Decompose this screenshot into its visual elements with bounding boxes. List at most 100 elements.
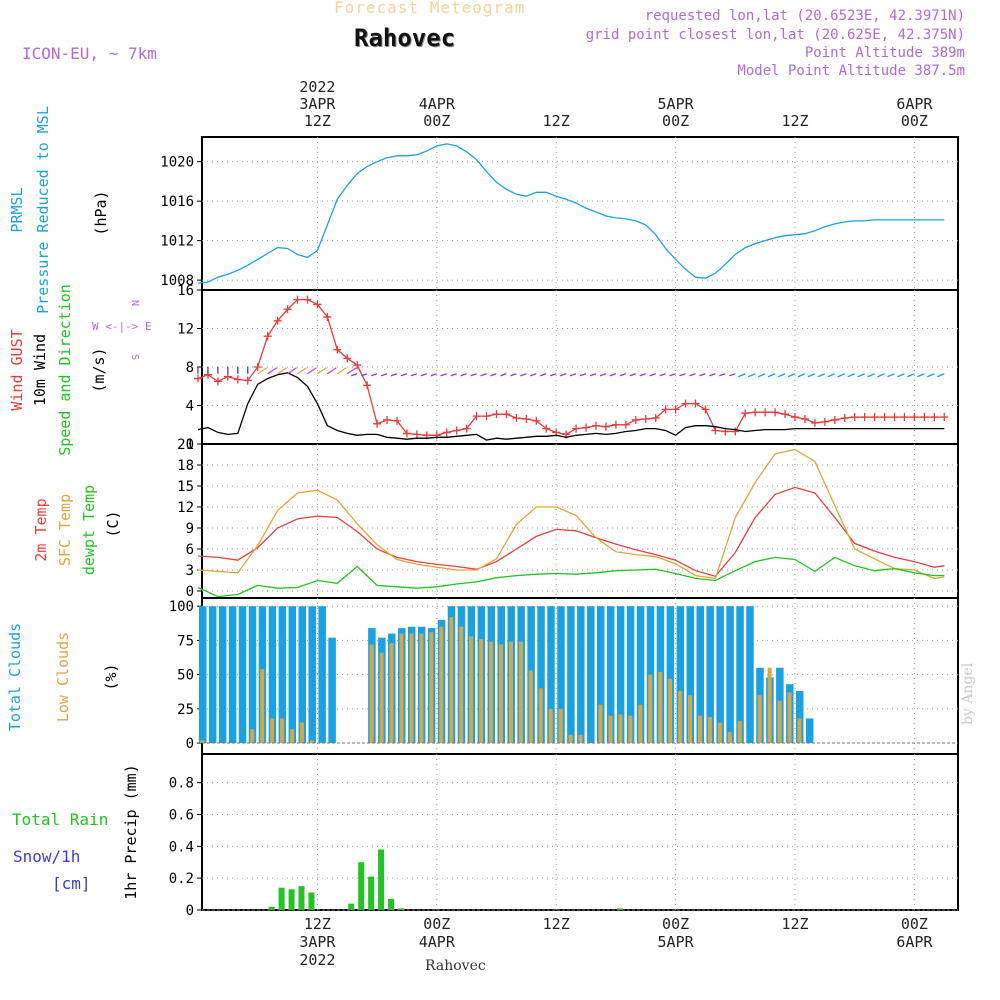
gust-point: [671, 405, 680, 414]
total-cloud-bar: [278, 606, 287, 744]
low-cloud-bar: [638, 704, 643, 744]
total-cloud-label: Total Clouds: [6, 623, 24, 731]
wind-panel: 0 4 8 12 16 N W <-|-> E S: [92, 283, 959, 453]
total-cloud-bar: [796, 691, 804, 744]
wind-dir-arrow: [887, 373, 895, 378]
rain-bar: [378, 849, 385, 910]
compass-we: W <-|-> E: [92, 320, 152, 333]
top-time-label: 00Z: [662, 112, 689, 130]
gust-point: [194, 374, 202, 383]
low-cloud-bar: [499, 644, 503, 744]
wind-dir-arrow: [400, 373, 408, 377]
low-cloud-bar: [787, 692, 792, 744]
y-tick-label: 0.6: [169, 807, 194, 823]
y-tick-label: 15: [177, 479, 194, 495]
gust-point: [900, 413, 909, 422]
gust-point: [542, 424, 551, 433]
total-cloud-bar: [736, 606, 744, 744]
gust-point: [641, 414, 650, 423]
total-cloud-bar: [567, 606, 575, 744]
wind-dir-arrow: [440, 373, 447, 377]
gust-point: [243, 376, 252, 385]
y-tick-label: 0: [186, 437, 194, 453]
gust-point: [482, 412, 491, 421]
low-cloud-bar: [290, 729, 295, 744]
top-time-label: 00Z: [423, 112, 450, 130]
total-cloud-bar: [666, 606, 675, 744]
wind-dir-arrow: [659, 373, 666, 377]
total-cloud-bar: [577, 606, 585, 744]
cloud-unit: (%): [102, 663, 120, 690]
top-time-label: 12Z: [781, 112, 808, 130]
gust-point: [910, 413, 919, 422]
gust-point: [920, 413, 929, 422]
model-label: ICON-EU, ~ 7km: [22, 44, 157, 63]
y-tick-label: 3: [186, 563, 194, 579]
low-cloud-bar: [678, 691, 683, 744]
gust-point: [751, 408, 760, 417]
low-cloud-bar: [250, 729, 255, 744]
gust-point: [631, 415, 640, 424]
total-cloud-bar: [626, 606, 635, 744]
wind-dir-arrow: [609, 373, 617, 377]
rain-bar: [278, 887, 285, 910]
gust-point: [761, 408, 770, 417]
wind-dir-arrow: [936, 373, 945, 378]
total-cloud-bar: [597, 606, 605, 744]
gust-point: [432, 431, 441, 440]
pressure-frame: [201, 136, 959, 291]
rain-bar: [308, 892, 315, 910]
low-cloud-bar: [558, 708, 563, 744]
low-cloud-bar: [737, 721, 742, 744]
gust-point: [791, 413, 799, 422]
snow-label: Snow/1h: [13, 847, 80, 866]
rain-bar: [368, 876, 375, 910]
model-altitude: Model Point Altitude 387.5m: [737, 63, 965, 79]
rain-bar: [288, 889, 295, 910]
wind-dir-arrow: [460, 373, 467, 377]
total-cloud-bar: [676, 606, 685, 744]
low-cloud-bar: [369, 644, 374, 744]
wind-dir-arrow: [520, 373, 527, 377]
rain-bar: [388, 898, 395, 910]
sfc-label: SFC Temp: [56, 494, 74, 566]
total-cloud-bar: [636, 606, 645, 744]
wind-dir-arrow: [867, 373, 875, 378]
total-cloud-bar: [208, 606, 217, 744]
low-cloud-bar: [568, 734, 573, 744]
rain-bar: [298, 886, 305, 910]
bottom-time-label: 00Z: [662, 915, 689, 933]
gust-point: [313, 300, 322, 309]
low-cloud-bar: [439, 626, 444, 744]
gust-point: [661, 405, 670, 414]
wind-dir-arrow: [649, 373, 656, 377]
gust-point: [731, 427, 740, 436]
series-line: [197, 448, 945, 580]
top-time-label: 3APR: [299, 95, 336, 113]
precip-frame: [201, 753, 959, 911]
low-cloud-bar: [200, 740, 205, 744]
gust-point: [651, 414, 660, 423]
y-tick-label: 0: [186, 736, 194, 752]
gust-point: [572, 424, 581, 433]
gust-point: [353, 361, 362, 370]
gust-point: [940, 413, 949, 422]
gust-point: [293, 295, 302, 304]
gust-point: [701, 405, 710, 414]
gust-point: [253, 363, 262, 371]
low-cloud-bar: [717, 722, 722, 744]
total-cloud-bar: [537, 606, 545, 744]
temperature-panel: 0 3 6 9 12 15 18 21: [177, 437, 959, 600]
total-cloud-bar: [298, 606, 306, 744]
wind-dir-arrow: [579, 373, 587, 377]
y-tick-label: 0.8: [169, 776, 194, 792]
bottom-time-label: 12Z: [543, 915, 570, 933]
wind-dir-arrow: [370, 373, 378, 377]
wind-dir-arrow: [619, 373, 627, 377]
gust-point: [611, 420, 620, 429]
low-cloud-bar: [598, 704, 603, 744]
rain-bar: [348, 903, 355, 910]
wind-dir-arrow: [737, 373, 746, 378]
low-cloud-bar: [300, 722, 304, 744]
wind-dir-arrow: [500, 373, 507, 377]
